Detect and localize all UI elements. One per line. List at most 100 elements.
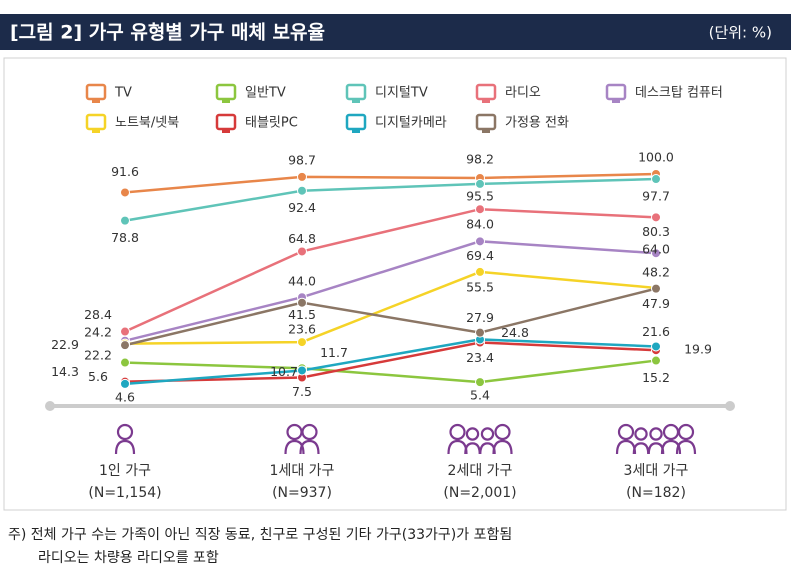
- data-label: 78.8: [111, 230, 139, 245]
- legend-label: 데스크탑 컴퓨터: [635, 86, 723, 101]
- data-label: 10.7: [270, 364, 298, 379]
- person-head: [116, 423, 134, 441]
- data-label: 97.7: [642, 189, 670, 204]
- category-sample-size: (N=2,001): [443, 485, 516, 501]
- person-body: [632, 442, 650, 455]
- data-point: [651, 248, 661, 259]
- legend-icon-base: [482, 100, 490, 103]
- data-label: 14.3: [51, 364, 79, 379]
- legend-label: 태블릿PC: [245, 116, 298, 131]
- legend-label: 디지털카메라: [375, 116, 447, 131]
- data-label: 47.9: [642, 296, 670, 311]
- data-point: [475, 236, 485, 247]
- data-label: 80.3: [642, 224, 670, 239]
- legend-icon: [605, 83, 627, 101]
- data-label: 19.9: [684, 342, 712, 357]
- legend-icon-base: [222, 100, 230, 103]
- person-body: [464, 442, 481, 455]
- data-point: [475, 327, 485, 338]
- legend-label: 디지털TV: [375, 86, 428, 101]
- data-label: 55.5: [466, 279, 494, 294]
- data-point: [651, 341, 661, 352]
- data-label: 5.4: [470, 388, 490, 403]
- data-point: [297, 185, 307, 196]
- series-line: [124, 177, 657, 222]
- legend-icon-base: [352, 130, 360, 133]
- data-point: [475, 204, 485, 215]
- person-body: [114, 439, 136, 455]
- category-sample-size: (N=937): [272, 485, 332, 501]
- chart-title: [그림 2] 가구 유형별 가구 매체 보유율: [10, 22, 325, 44]
- category-label: 3세대 가구: [624, 463, 689, 479]
- legend-icon: [85, 113, 107, 131]
- data-label: 92.4: [288, 200, 316, 215]
- legend-icon-base: [92, 130, 100, 133]
- legend-icon-base: [612, 100, 620, 103]
- data-label: 27.9: [466, 310, 494, 325]
- data-point: [297, 365, 307, 376]
- series-line: [124, 338, 657, 386]
- data-label: 23.6: [288, 322, 316, 337]
- data-point: [475, 377, 485, 388]
- data-point: [120, 187, 130, 198]
- data-label: 100.0: [638, 150, 674, 165]
- data-point: [651, 212, 661, 223]
- data-point: [120, 378, 130, 389]
- category-sample-size: (N=1,154): [88, 485, 161, 501]
- series-line: [124, 240, 657, 342]
- data-point: [120, 340, 130, 351]
- series-line: [124, 207, 657, 333]
- category-label: 1인 가구: [99, 463, 151, 479]
- data-point: [120, 326, 130, 337]
- series-line: [124, 359, 657, 384]
- unit-label: (단위: %): [709, 24, 772, 42]
- data-label: 5.6: [88, 369, 108, 384]
- legend-label: 라디오: [505, 86, 541, 101]
- baseline-end: [45, 401, 55, 411]
- category-sample-size: (N=182): [626, 485, 686, 501]
- person-head: [649, 427, 663, 441]
- data-label: 11.7: [320, 345, 348, 360]
- data-label: 41.5: [288, 307, 316, 322]
- legend-icon: [345, 113, 367, 131]
- legend-icon: [475, 83, 497, 101]
- data-label: 64.0: [642, 242, 670, 257]
- person-body: [660, 439, 682, 455]
- data-point: [475, 266, 485, 277]
- data-point: [120, 357, 130, 368]
- data-label: 15.2: [642, 370, 670, 385]
- legend-icon: [85, 83, 107, 101]
- legend-icon: [215, 83, 237, 101]
- data-label: 4.6: [115, 389, 135, 404]
- person-head: [301, 423, 318, 441]
- data-label: 91.6: [111, 164, 139, 179]
- category-label: 2세대 가구: [448, 463, 513, 479]
- legend-icon-base: [482, 130, 490, 133]
- legend-label: 일반TV: [245, 86, 286, 101]
- data-label: 24.8: [501, 325, 529, 340]
- person-body: [675, 439, 697, 455]
- person-body: [284, 439, 305, 455]
- series-line: [124, 172, 657, 194]
- data-label: 7.5: [292, 384, 312, 399]
- data-point: [651, 174, 661, 185]
- data-point: [297, 337, 307, 348]
- legend-icon: [215, 113, 237, 131]
- person-head: [465, 427, 480, 441]
- data-label: 98.2: [466, 151, 494, 166]
- data-label: 64.8: [288, 231, 316, 246]
- data-label: 23.4: [466, 350, 494, 365]
- person-head: [480, 427, 495, 441]
- legend-icon-base: [222, 130, 230, 133]
- legend-label: 가정용 전화: [505, 116, 569, 131]
- data-label: 44.0: [288, 274, 316, 289]
- series-line: [124, 270, 657, 345]
- legend-label: 노트북/넷북: [115, 116, 179, 131]
- legend-icon-base: [352, 100, 360, 103]
- legend-label: TV: [114, 86, 132, 101]
- data-point: [651, 283, 661, 294]
- header-bar: [0, 14, 791, 50]
- person-head: [449, 423, 466, 441]
